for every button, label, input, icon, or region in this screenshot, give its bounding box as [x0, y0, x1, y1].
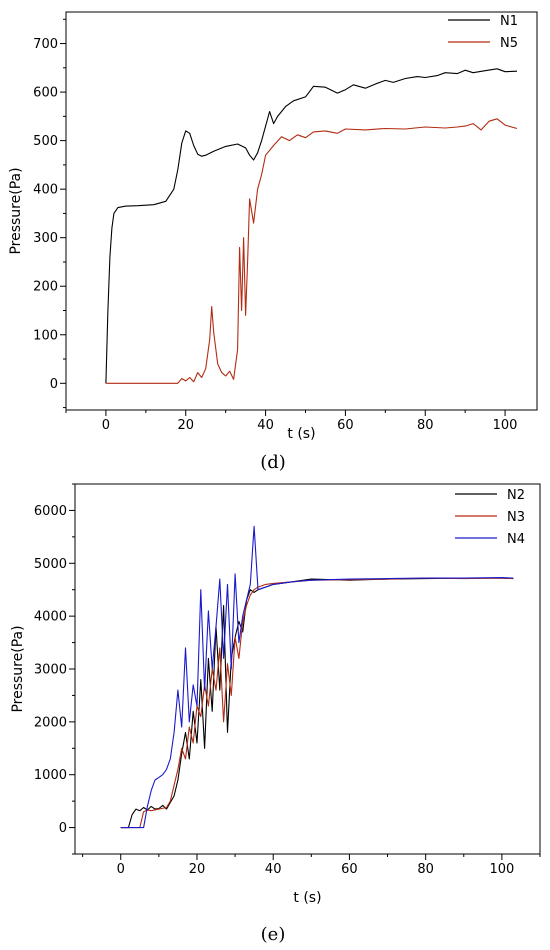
y-tick-label: 700 [33, 37, 58, 52]
y-tick-label: 1000 [34, 768, 67, 783]
series-line-n5 [105, 118, 518, 384]
y-tick-label: 5000 [34, 557, 67, 572]
series-line-n1 [105, 68, 518, 384]
legend-label-n4: N4 [507, 532, 525, 547]
y-tick-label: 400 [33, 183, 58, 198]
x-tick-label: 40 [265, 862, 282, 877]
legend-label-n3: N3 [507, 510, 525, 525]
x-tick-label: 100 [489, 862, 514, 877]
plot-frame [65, 11, 538, 411]
x-tick-label: 20 [189, 862, 206, 877]
x-tick-label: 40 [257, 418, 274, 433]
y-tick-label: 600 [33, 86, 58, 101]
x-axis-title: t (s) [293, 890, 321, 906]
x-tick-label: 80 [417, 418, 434, 433]
y-tick-label: 0 [50, 377, 58, 392]
y-tick-label: 6000 [34, 504, 67, 519]
panel-label-d: (d) [260, 452, 286, 473]
y-tick-label: 4000 [34, 610, 67, 625]
x-tick-label: 0 [102, 418, 110, 433]
legend-label-n5: N5 [500, 36, 518, 51]
x-tick-label: 80 [417, 862, 434, 877]
y-tick-label: 300 [33, 231, 58, 246]
plot-frame [74, 483, 541, 855]
y-tick-label: 100 [33, 328, 58, 343]
x-tick-label: 20 [177, 418, 194, 433]
panel-label-e: (e) [261, 924, 286, 945]
y-tick-label: 2000 [34, 715, 67, 730]
legend-label-n2: N2 [507, 488, 525, 503]
y-tick-label: 0 [59, 821, 67, 836]
x-tick-label: 60 [341, 862, 358, 877]
x-axis-title: t (s) [287, 426, 315, 442]
chart-d: 0 20 40 60 80 100 0 100 200 300 400 500 600 700 t (s) P… [8, 11, 538, 442]
series-line-n4 [120, 525, 514, 829]
y-axis-title: Pressure(Pa) [10, 625, 26, 712]
x-tick-label: 0 [117, 862, 125, 877]
y-axis-title: Pressure(Pa) [8, 167, 24, 254]
x-tick-label: 60 [337, 418, 354, 433]
y-tick-label: 200 [33, 280, 58, 295]
y-tick-label: 500 [33, 134, 58, 149]
legend-label-n1: N1 [500, 14, 518, 29]
x-tick-label: 100 [493, 418, 518, 433]
y-tick-label: 3000 [34, 663, 67, 678]
